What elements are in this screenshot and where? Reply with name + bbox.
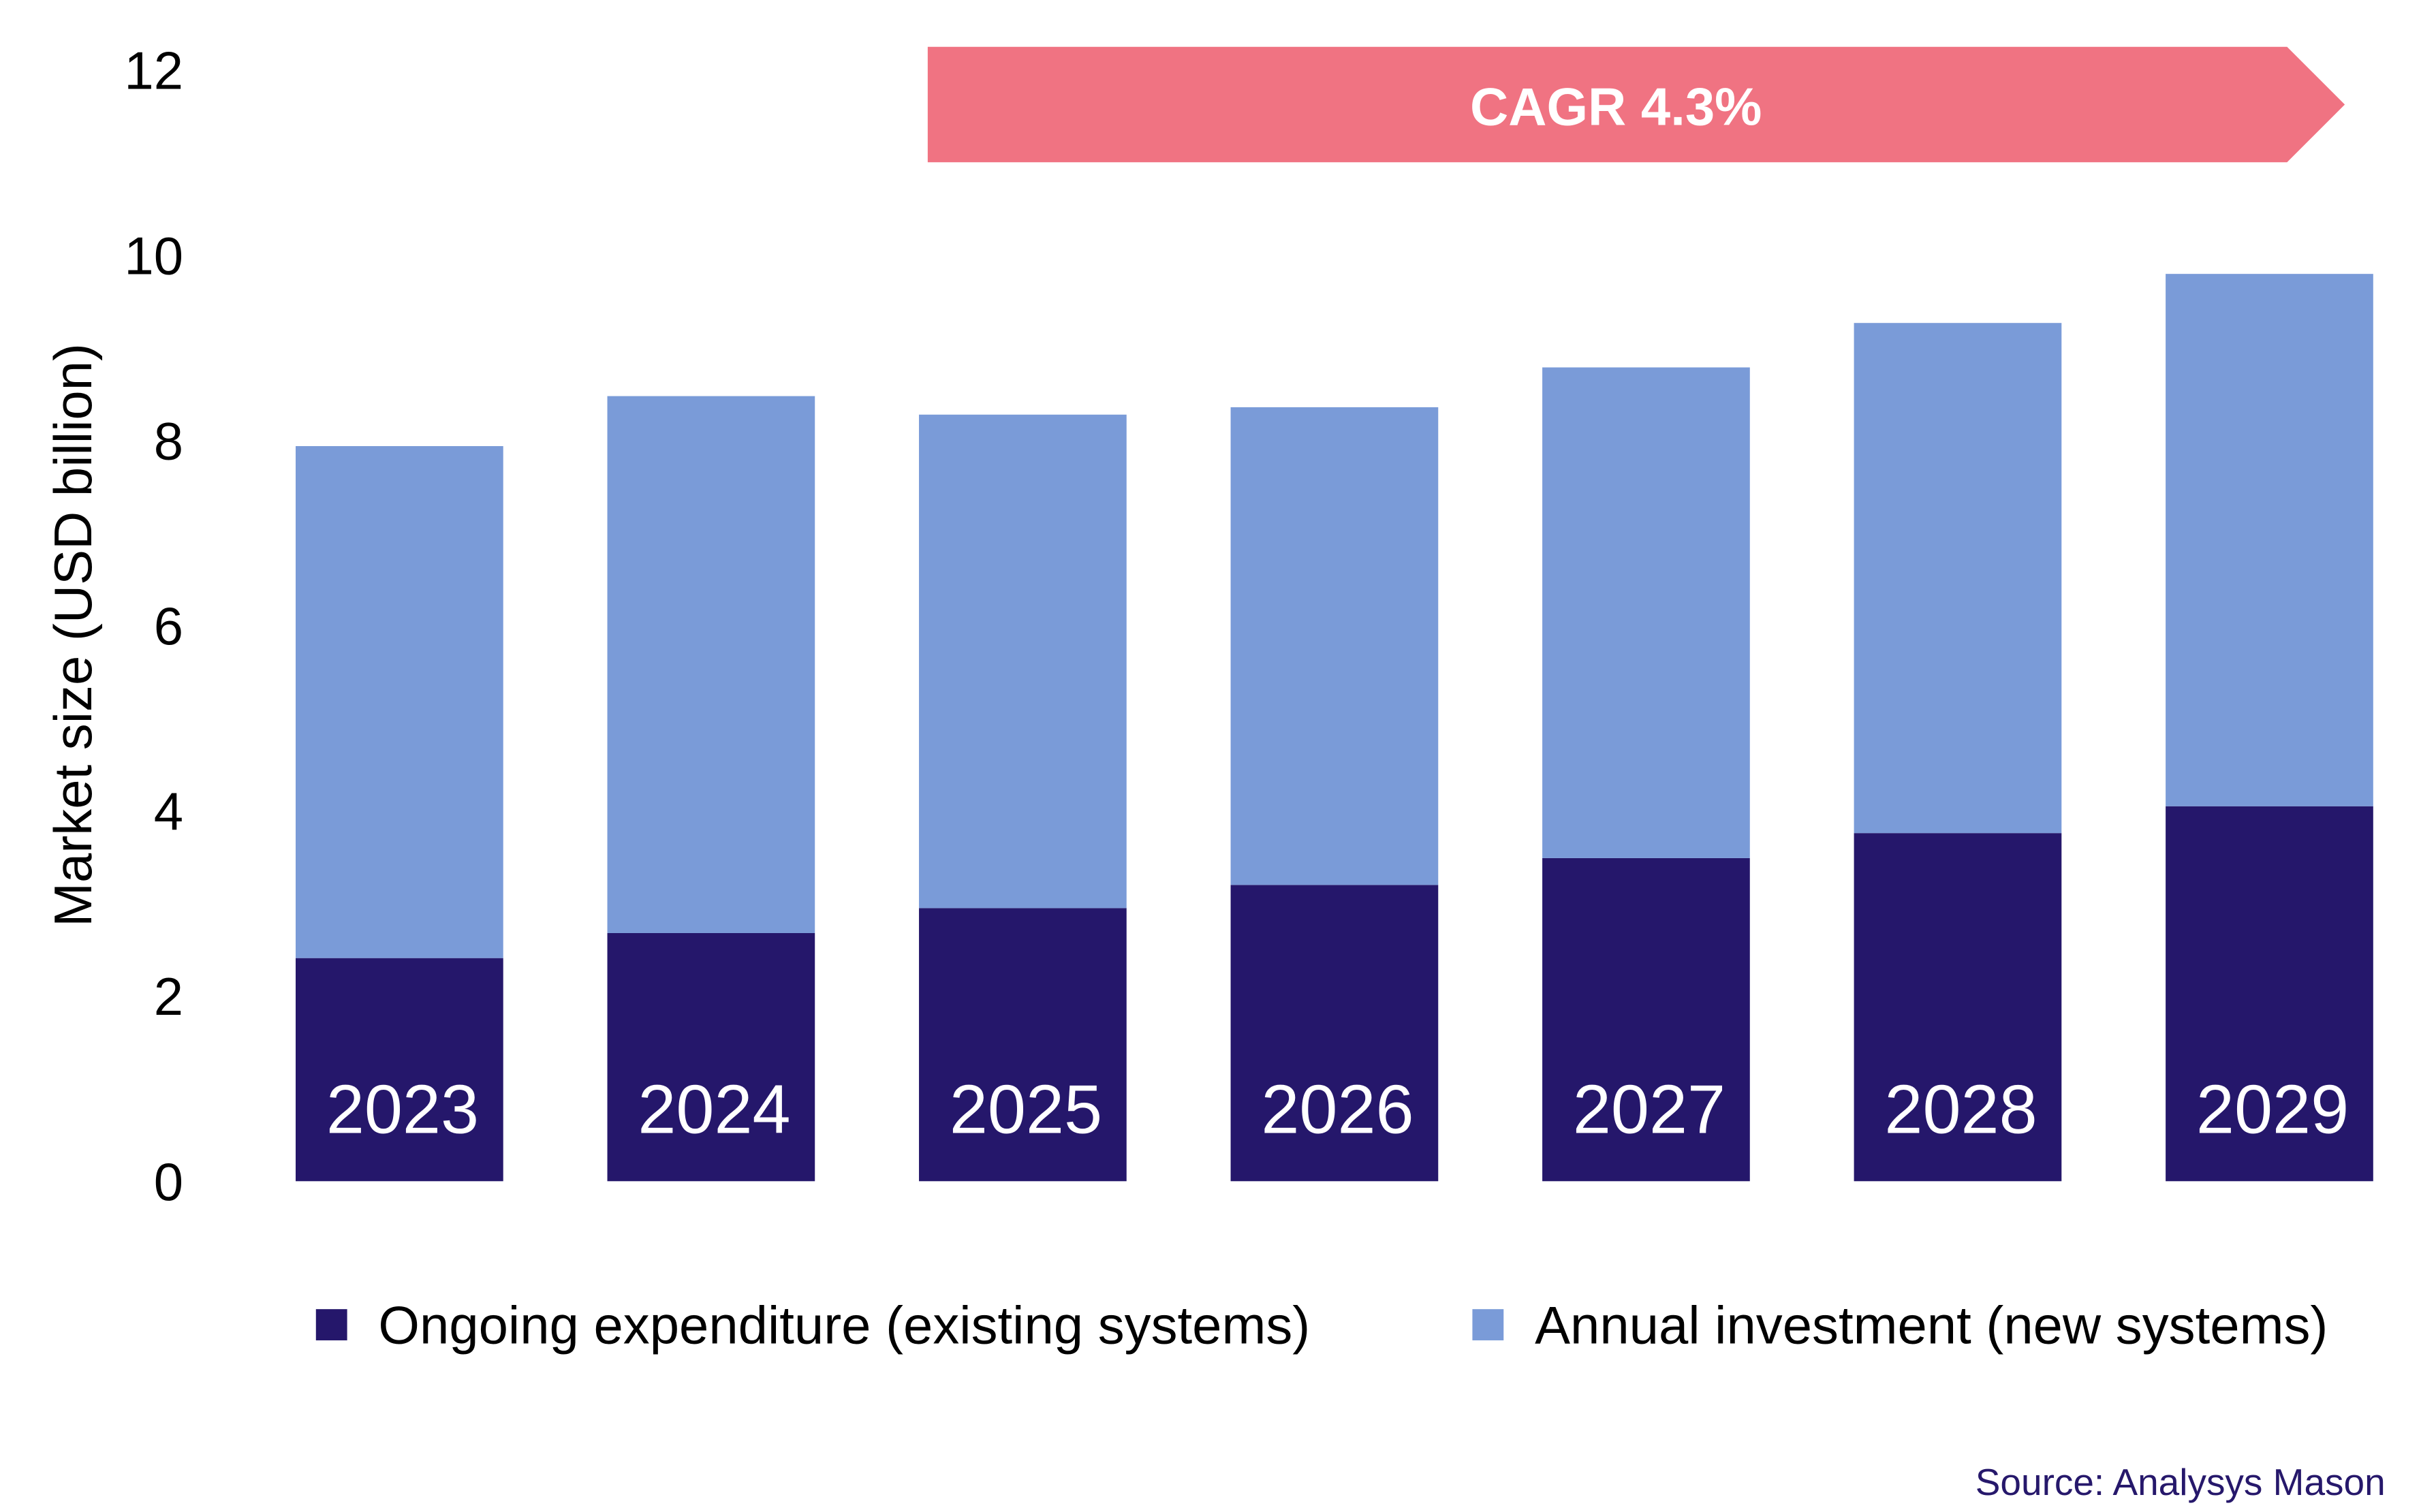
cagr-label: CAGR 4.3% [1470,76,1762,136]
x-category-label: 2025 [950,1071,1102,1148]
x-category-label: 2026 [1261,1071,1414,1148]
bar-annual-2025 [919,414,1127,909]
x-category-label: 2028 [1884,1071,2037,1148]
x-category-label: 2029 [2196,1071,2349,1148]
legend-swatch-ongoing [315,1309,347,1340]
bar-ongoing-2027 [1542,857,1750,1182]
y-tick-label: 0 [154,1152,183,1212]
bar-ongoing-2023 [296,958,503,1182]
x-category-label: 2023 [326,1071,479,1148]
bar-ongoing-2025 [919,908,1127,1182]
y-tick-label: 12 [124,41,183,101]
x-category-label: 2027 [1573,1071,1726,1148]
y-axis-label: Market size (USD billion) [43,343,103,927]
y-axis-ticks: 0 2 4 6 8 10 12 [124,41,183,1212]
bar-annual-2027 [1542,367,1750,858]
bar-ongoing-2024 [607,933,815,1182]
bar-ongoing-2028 [1854,833,2062,1182]
legend-swatch-annual [1472,1309,1504,1340]
bar-annual-2024 [607,396,815,934]
bar-ongoing-2029 [2166,806,2373,1182]
bar-annual-2026 [1230,407,1439,885]
bar-ongoing-2026 [1230,885,1439,1182]
bar-annual-2028 [1854,323,2062,834]
legend: Ongoing expenditure (existing systems) A… [315,1295,2328,1355]
y-tick-label: 2 [154,966,183,1026]
y-tick-label: 8 [154,411,183,471]
y-tick-label: 4 [154,781,183,841]
x-category-label: 2024 [638,1071,790,1148]
legend-label-annual: Annual investment (new systems) [1535,1295,2328,1355]
cagr-annotation: CAGR 4.3% [927,46,2345,163]
bars: 2023 2024 2025 2026 2027 2028 2029 [296,274,2373,1182]
legend-label-ongoing: Ongoing expenditure (existing systems) [378,1295,1310,1355]
source-note: Source: Analysys Mason [1976,1461,2386,1503]
bar-annual-2023 [296,445,503,958]
y-tick-label: 6 [154,596,183,656]
bar-annual-2029 [2166,274,2373,806]
y-tick-label: 10 [124,225,183,285]
cagr-arrow [927,46,2345,163]
